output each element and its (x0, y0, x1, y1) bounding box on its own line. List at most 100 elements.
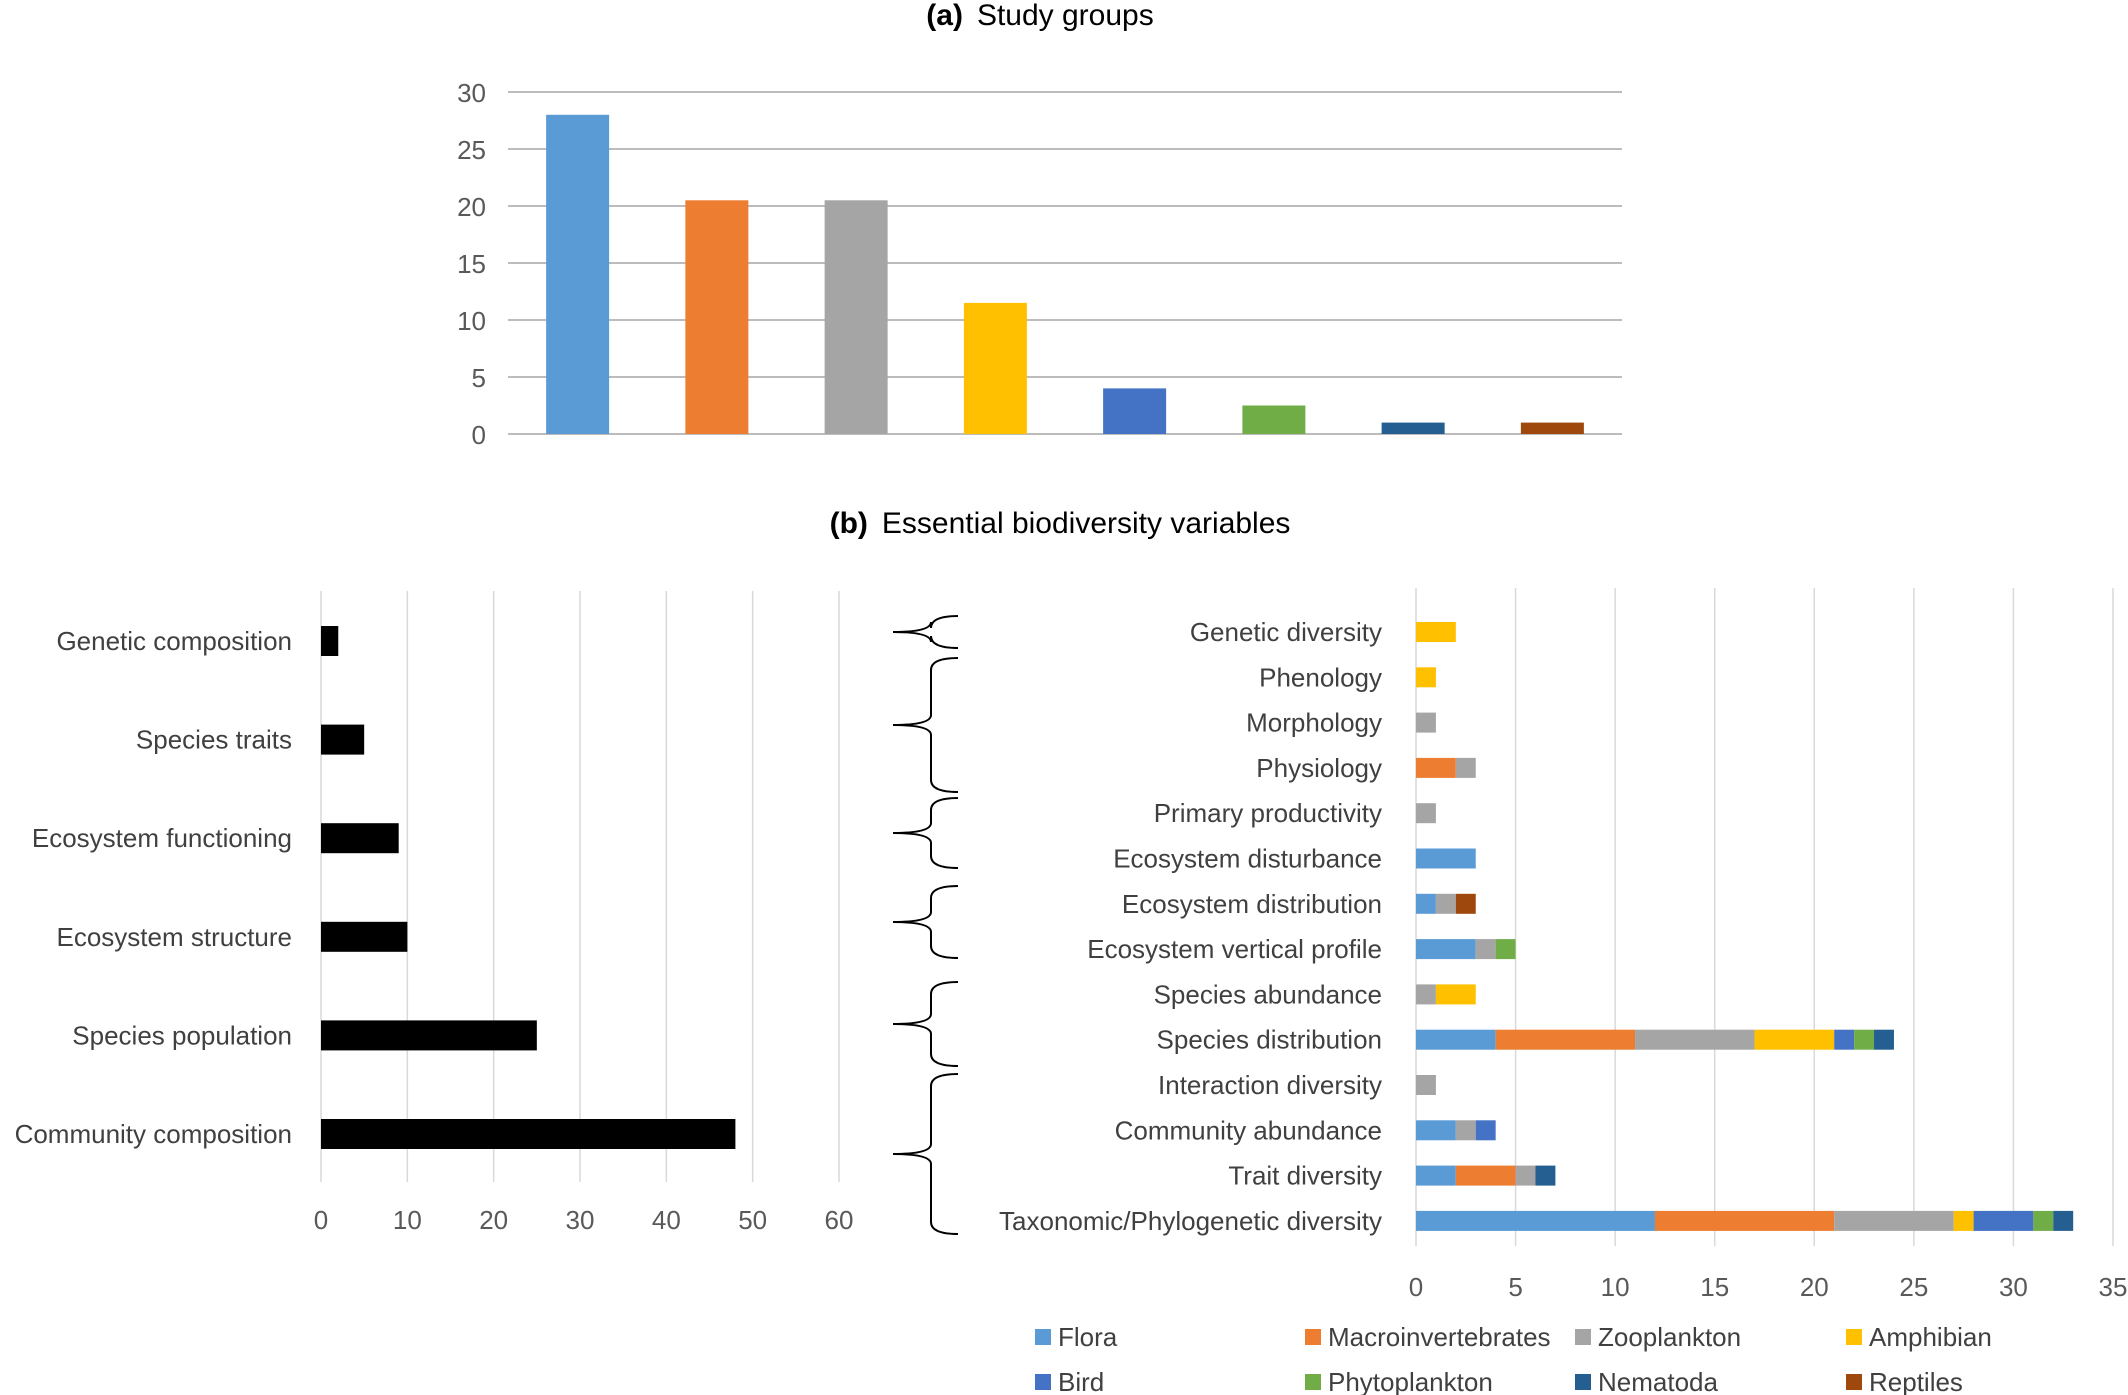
panel-a-y-tick: 10 (457, 306, 486, 336)
bar-nematoda (1381, 422, 1445, 434)
segment-zooplankton (1834, 1210, 1954, 1231)
ebv-class-bar (321, 1119, 736, 1149)
brace (892, 885, 959, 959)
ebv-stacked-category-labels: Genetic diversity Phenology Morphology Phys… (999, 617, 1382, 1236)
segment-flora (1416, 893, 1436, 914)
ebv-class-x-tick: 50 (738, 1205, 767, 1235)
ebv-stacked-label: Community abundance (1115, 1115, 1382, 1145)
segment-zooplankton (1416, 1075, 1436, 1095)
ebv-stacked-x-tick: 30 (1999, 1272, 2028, 1302)
segment-bird (1834, 1029, 1855, 1050)
segment-amphibian (1754, 1029, 1835, 1050)
ebv-stacked-label: Interaction diversity (1158, 1070, 1382, 1100)
segment-phytoplankton (1854, 1029, 1875, 1050)
ebv-class-bars (321, 626, 736, 1149)
brace (892, 981, 959, 1067)
ebv-stacked-label: Species distribution (1157, 1025, 1382, 1055)
panel-a-y-tick: 5 (472, 363, 486, 393)
segment-macroinvertebrates (1455, 1165, 1516, 1186)
ebv-stacked-label: Ecosystem distribution (1122, 889, 1382, 919)
ebv-class-label: Ecosystem functioning (32, 823, 292, 853)
segment-flora (1416, 1210, 1655, 1231)
segment-zooplankton (1515, 1165, 1536, 1186)
segment-flora (1416, 1029, 1496, 1050)
ebv-class-label: Genetic composition (56, 626, 292, 656)
ebv-class-label: Community composition (15, 1119, 292, 1149)
ebv-stacked-chart: Genetic diversity Phenology Morphology Phys… (999, 588, 2127, 1395)
panel-a-y-tick: 15 (457, 249, 486, 279)
brace (892, 797, 959, 869)
segment-flora (1416, 848, 1476, 869)
brace (892, 1073, 959, 1235)
segment-zooplankton (1416, 984, 1436, 1005)
ebv-stacked-label: Phenology (1259, 662, 1382, 692)
ebv-class-bar (321, 1020, 537, 1051)
segment-bird (1973, 1210, 2034, 1231)
legend-swatch-phytoplankton (1305, 1374, 1321, 1390)
study-groups-chart: (a) Study groups 0 5 10 15 20 25 30 (457, 0, 1622, 450)
ebv-stacked-x-tick: 35 (2099, 1272, 2128, 1302)
ebv-stacked-label: Trait diversity (1228, 1161, 1382, 1191)
ebv-class-gridlines (320, 591, 840, 1182)
bar-reptiles (1520, 422, 1584, 434)
legend-label-nematoda: Nematoda (1598, 1367, 1718, 1395)
ebv-stacked-label: Genetic diversity (1190, 617, 1382, 647)
segment-nematoda (1874, 1029, 1894, 1050)
ebv-stacked-x-tick: 15 (1700, 1272, 1729, 1302)
ebv-class-bar (321, 724, 365, 755)
segment-macroinvertebrates (1654, 1210, 1835, 1231)
panel-a-y-tick: 30 (457, 78, 486, 108)
segment-zooplankton (1455, 757, 1476, 778)
ebv-stacked-x-tick: 20 (1800, 1272, 1829, 1302)
legend-swatch-reptiles (1846, 1374, 1862, 1390)
ebv-class-label: Ecosystem structure (56, 922, 292, 952)
segment-zooplankton (1435, 893, 1456, 914)
grouping-braces (892, 615, 959, 1235)
ebv-class-x-tick: 10 (393, 1205, 422, 1235)
segment-amphibian (1953, 1210, 1974, 1231)
segment-nematoda (2053, 1210, 2074, 1231)
legend-label-phytoplankton: Phytoplankton (1328, 1367, 1493, 1395)
legend: Flora Macroinvertebrates Zooplankton Amphib… (1035, 1322, 1992, 1395)
ebv-class-bar (321, 921, 408, 952)
ebv-stacked-label: Morphology (1246, 708, 1382, 738)
legend-label-flora: Flora (1058, 1322, 1118, 1352)
bar-macroinvertebrates (685, 200, 749, 434)
ebv-stacked-bars (1416, 622, 2074, 1231)
ebv-class-chart: Genetic composition Species traits Ecosyst… (15, 591, 854, 1235)
ebv-class-x-tick: 20 (479, 1205, 508, 1235)
legend-swatch-flora (1035, 1329, 1051, 1345)
segment-zooplankton (1475, 939, 1496, 960)
panel-a-y-tick: 25 (457, 135, 486, 165)
legend-label-reptiles: Reptiles (1869, 1367, 1963, 1395)
segment-nematoda (1535, 1165, 1556, 1186)
panel-a-title: (a) Study groups (926, 0, 1153, 32)
ebv-stacked-x-ticks: 0 5 10 15 20 25 30 35 (1409, 1272, 2128, 1302)
panel-a-gridlines (508, 91, 1622, 435)
ebv-stacked-x-tick: 5 (1508, 1272, 1522, 1302)
ebv-class-x-tick: 40 (652, 1205, 681, 1235)
panel-a-label: (a) (926, 0, 963, 32)
segment-flora (1416, 1165, 1456, 1186)
ebv-stacked-x-tick: 0 (1409, 1272, 1423, 1302)
ebv-class-x-tick: 30 (566, 1205, 595, 1235)
segment-zooplankton (1635, 1029, 1755, 1050)
ebv-class-label: Species population (72, 1020, 292, 1050)
brace (892, 615, 959, 649)
ebv-stacked-label: Species abundance (1154, 979, 1382, 1009)
segment-reptiles (1455, 893, 1476, 914)
segment-flora (1416, 1120, 1456, 1141)
segment-zooplankton (1416, 803, 1436, 824)
segment-bird (1475, 1120, 1496, 1141)
brace (892, 657, 959, 793)
segment-phytoplankton (2033, 1210, 2054, 1231)
ebv-stacked-gridlines (1415, 588, 2114, 1246)
segment-zooplankton (1416, 712, 1436, 733)
panel-a-y-tick: 20 (457, 192, 486, 222)
segment-macroinvertebrates (1416, 757, 1456, 778)
legend-label-macroinvertebrates: Macroinvertebrates (1328, 1322, 1551, 1352)
ebv-class-x-tick: 60 (825, 1205, 854, 1235)
panel-a-bars (546, 114, 1584, 435)
ebv-stacked-label: Physiology (1256, 753, 1382, 783)
